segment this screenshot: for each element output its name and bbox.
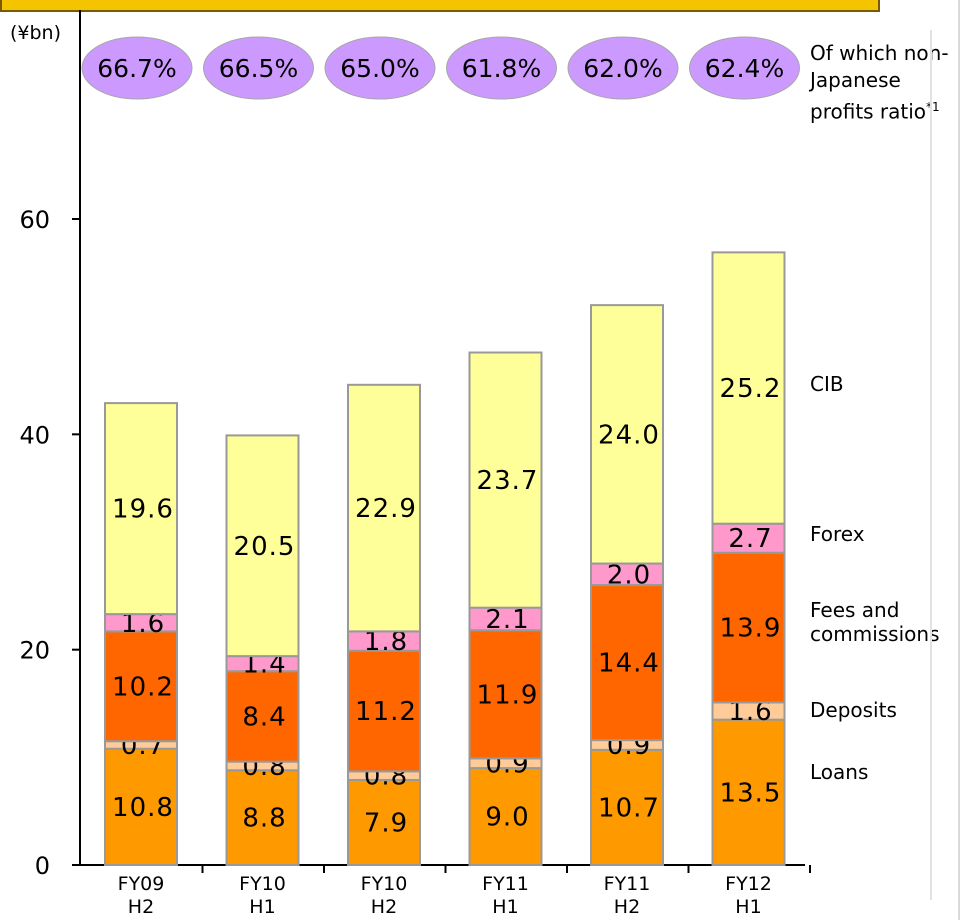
y-tick-label: 0	[35, 852, 50, 880]
data-label: 22.9	[355, 494, 417, 524]
data-label: 2.7	[728, 524, 772, 554]
x-tick-label: H2	[614, 896, 640, 918]
bar-segment-fees-and-commissions	[104, 630, 178, 743]
data-label: 8.4	[242, 702, 286, 732]
x-tick-label: H1	[249, 896, 275, 918]
x-tick-label: FY10	[239, 873, 286, 895]
ratio-ellipse	[689, 36, 800, 100]
data-label: 2.0	[607, 560, 651, 590]
data-label: 10.2	[112, 672, 174, 702]
x-tick-label: H2	[371, 896, 397, 918]
data-label: 7.9	[364, 808, 408, 838]
x-tick-label: FY09	[118, 873, 165, 895]
y-tick-label: 60	[19, 206, 50, 234]
data-label: 25.2	[720, 374, 782, 404]
data-label: 8.8	[242, 804, 286, 834]
bar-segment-loans	[347, 778, 421, 867]
panel-divider	[930, 30, 932, 900]
y-tick-label: 40	[19, 421, 50, 449]
legend-cib: CIB	[810, 372, 844, 396]
legend-loans: Loans	[810, 760, 869, 784]
data-label: 10.8	[112, 793, 174, 823]
x-tick-label: H1	[735, 896, 761, 918]
data-label: 10.7	[598, 793, 660, 823]
data-label: 13.9	[720, 614, 782, 644]
ratio-label: 62.4%	[705, 54, 784, 83]
bar-segment-loans	[225, 769, 300, 867]
ratio-ellipse	[567, 36, 679, 100]
legend-fees: Fees and commissions	[810, 598, 940, 646]
legend-forex: Forex	[810, 522, 865, 546]
bar-segment-cib	[225, 434, 300, 658]
bar-segment-fees-and-commissions	[711, 551, 786, 704]
data-label: 11.2	[355, 697, 417, 727]
ratio-footnote: *1	[926, 100, 940, 114]
ratio-label: 61.8%	[462, 54, 541, 83]
y-tick-label: 20	[19, 637, 50, 665]
bar-segment-cib	[711, 251, 786, 525]
bar-segment-cib	[347, 383, 421, 633]
x-tick-label: H1	[492, 896, 518, 918]
data-label: 13.5	[720, 778, 782, 808]
ratio-label: 62.0%	[583, 54, 662, 83]
data-label: 23.7	[477, 466, 539, 496]
ratio-ellipse	[81, 36, 193, 100]
bar-segment-loans	[711, 718, 786, 867]
y-unit-label: (¥bn)	[10, 22, 62, 44]
bar-segment-loans	[590, 748, 664, 867]
x-tick-label: FY12	[725, 873, 772, 895]
ratio-ellipse	[203, 36, 314, 100]
x-tick-label: H2	[128, 896, 154, 918]
bar-segment-cib	[104, 402, 178, 616]
x-tick-label: FY11	[482, 873, 529, 895]
bar-segment-forex	[711, 522, 786, 554]
ratio-label: 66.7%	[97, 54, 176, 83]
ratio-legend: Of which non-Japanese profits ratio*1	[810, 40, 950, 126]
bar-segment-loans	[104, 747, 178, 866]
data-label: 24.0	[598, 420, 660, 450]
ratio-legend-text: Of which non-Japanese profits ratio	[810, 41, 949, 124]
bar-segment-cib	[468, 351, 543, 609]
ratio-ellipse	[446, 36, 557, 100]
bar-segment-fees-and-commissions	[347, 649, 421, 773]
title-banner	[0, 0, 880, 12]
bar-segment-cib	[590, 304, 664, 565]
data-label: 2.1	[485, 605, 529, 635]
x-tick-label: FY11	[604, 873, 651, 895]
data-label: 11.9	[477, 680, 539, 710]
x-tick-label: FY10	[361, 873, 408, 895]
ratio-label: 65.0%	[340, 54, 419, 83]
bar-segment-fees-and-commissions	[468, 629, 543, 760]
page-edge-rule	[958, 0, 960, 920]
ratio-ellipse	[324, 36, 436, 100]
data-label: 19.6	[112, 495, 174, 525]
data-label: 14.4	[598, 649, 660, 679]
data-label: 9.0	[485, 803, 529, 833]
legend-deposits: Deposits	[810, 698, 897, 722]
ratio-label: 66.5%	[219, 54, 298, 83]
data-label: 20.5	[234, 532, 296, 562]
